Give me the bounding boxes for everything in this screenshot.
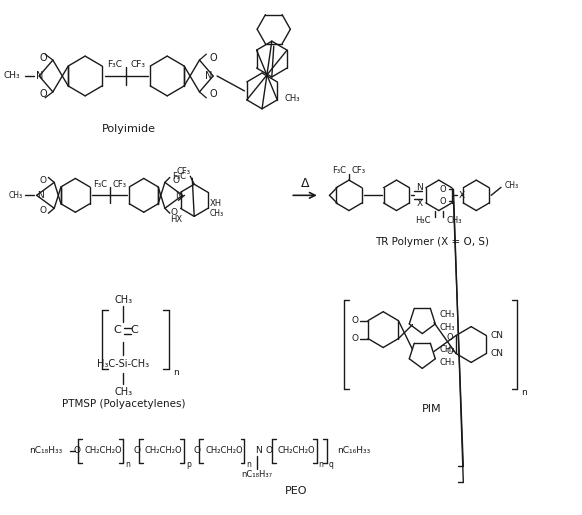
- Text: F₃C: F₃C: [332, 166, 346, 175]
- Text: CH₃: CH₃: [446, 216, 462, 225]
- Text: CF₃: CF₃: [130, 60, 145, 68]
- Text: CH₃: CH₃: [440, 345, 455, 354]
- Text: N: N: [255, 447, 262, 455]
- Text: CH₃: CH₃: [505, 181, 519, 190]
- Text: O: O: [39, 89, 47, 99]
- Text: H₃C: H₃C: [416, 216, 431, 225]
- Text: X: X: [416, 199, 423, 208]
- Text: O: O: [210, 53, 217, 63]
- Text: CH₂CH₂O: CH₂CH₂O: [145, 447, 182, 455]
- Text: N: N: [38, 191, 44, 200]
- Text: n: n: [319, 460, 324, 469]
- Text: n: n: [125, 460, 130, 469]
- Text: O: O: [351, 316, 358, 325]
- Text: HX: HX: [170, 215, 182, 224]
- Text: CN: CN: [490, 349, 503, 358]
- Text: O: O: [446, 333, 453, 342]
- Text: n: n: [521, 388, 527, 397]
- Text: nC₁₈H₃₃: nC₁₈H₃₃: [30, 447, 63, 455]
- Text: O: O: [39, 53, 47, 63]
- Text: O: O: [266, 447, 273, 455]
- Text: p: p: [186, 460, 191, 469]
- Text: C: C: [113, 324, 121, 335]
- Text: CF₃: CF₃: [352, 166, 366, 175]
- Text: X: X: [459, 191, 465, 200]
- Text: Δ: Δ: [301, 177, 309, 190]
- Text: C: C: [130, 324, 138, 335]
- Text: nC₁₆H₃₃: nC₁₆H₃₃: [337, 447, 371, 455]
- Text: CH₃: CH₃: [440, 323, 455, 332]
- Text: O: O: [351, 334, 358, 343]
- Text: CF₃: CF₃: [112, 180, 126, 189]
- Text: CH₂CH₂O: CH₂CH₂O: [84, 447, 122, 455]
- Text: CH₃: CH₃: [9, 191, 23, 200]
- Text: PIM: PIM: [423, 404, 442, 414]
- Text: F₃C: F₃C: [172, 172, 186, 181]
- Text: N: N: [205, 71, 212, 81]
- Text: nC₁₈H₃₇: nC₁₈H₃₇: [242, 470, 272, 479]
- Text: H₃C-Si-CH₃: H₃C-Si-CH₃: [97, 359, 150, 369]
- Text: F₃C: F₃C: [93, 180, 107, 189]
- Text: n: n: [173, 368, 179, 377]
- Text: N: N: [416, 183, 423, 192]
- Text: F₃C: F₃C: [107, 60, 122, 68]
- Text: CH₃: CH₃: [3, 72, 20, 80]
- Text: N: N: [37, 71, 44, 81]
- Text: O: O: [40, 206, 47, 215]
- Text: PTMSP (Polyacetylenes): PTMSP (Polyacetylenes): [62, 399, 186, 409]
- Text: q: q: [328, 460, 333, 469]
- Text: O: O: [133, 447, 140, 455]
- Text: TR Polymer (X = O, S): TR Polymer (X = O, S): [375, 237, 489, 247]
- Text: O: O: [171, 208, 178, 217]
- Text: O: O: [210, 89, 217, 99]
- Text: O: O: [40, 176, 47, 185]
- Text: O: O: [173, 176, 180, 185]
- Text: O: O: [446, 347, 453, 356]
- Text: CH₂CH₂O: CH₂CH₂O: [278, 447, 315, 455]
- Text: O: O: [440, 197, 446, 206]
- Text: CH₃: CH₃: [114, 295, 132, 305]
- Text: XH: XH: [210, 199, 222, 208]
- Text: CH₃: CH₃: [285, 94, 300, 104]
- Text: O: O: [73, 447, 80, 455]
- Text: CH₃: CH₃: [440, 310, 455, 319]
- Text: CF₃: CF₃: [176, 167, 190, 176]
- Text: O: O: [440, 185, 446, 194]
- Text: CH₃: CH₃: [210, 209, 224, 218]
- Text: Polyimide: Polyimide: [102, 124, 156, 134]
- Text: N: N: [175, 191, 182, 200]
- Text: CH₂CH₂O: CH₂CH₂O: [205, 447, 243, 455]
- Text: PEO: PEO: [285, 486, 307, 496]
- Text: CH₃: CH₃: [440, 358, 455, 367]
- Text: CH₃: CH₃: [114, 387, 132, 397]
- Text: O: O: [194, 447, 201, 455]
- Text: CN: CN: [490, 331, 503, 340]
- Text: n: n: [246, 460, 251, 469]
